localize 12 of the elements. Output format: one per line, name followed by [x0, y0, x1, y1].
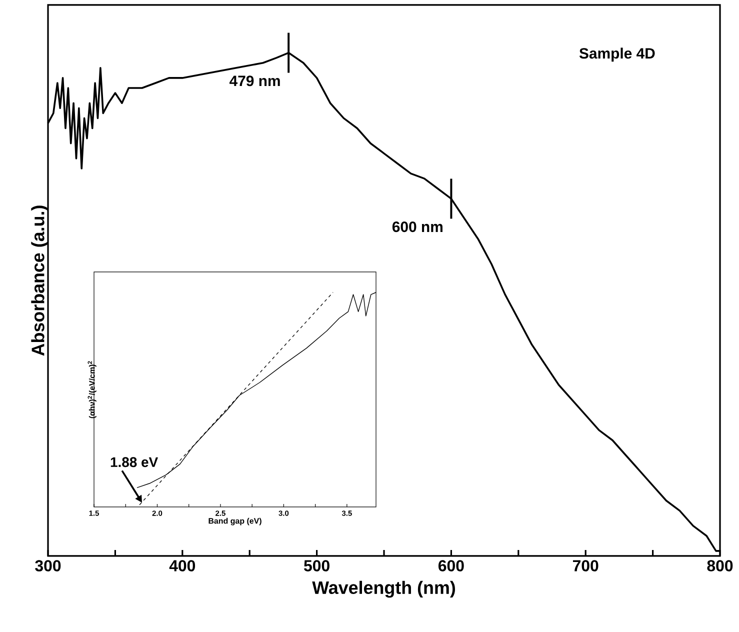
- x-axis-title: Wavelength (nm): [312, 580, 455, 598]
- annotation: 1.88 eV: [110, 457, 158, 468]
- x-tick-label: 300: [35, 560, 61, 572]
- annotation: Sample 4D: [579, 48, 655, 62]
- x-tick-label: 400: [169, 560, 196, 572]
- y-axis-title: Absorbance (a.u.): [31, 206, 48, 356]
- annotation: 479 nm: [230, 76, 280, 86]
- x-tick-label: 700: [572, 560, 598, 572]
- annotation: 600 nm: [392, 222, 442, 232]
- x-tick-label: 600: [438, 560, 464, 572]
- x-tick-label: 500: [304, 560, 330, 572]
- x-tick-label: 800: [707, 560, 733, 572]
